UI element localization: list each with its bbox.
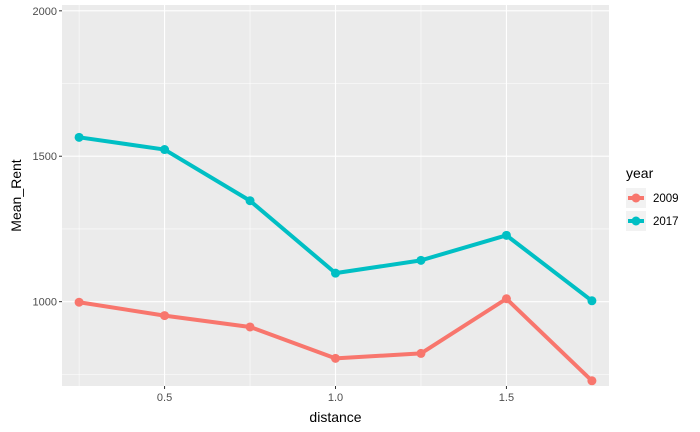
series-layer [74, 132, 597, 386]
legend-key-point [631, 193, 641, 203]
data-point [245, 322, 255, 332]
legend: year 2009 2017 [626, 165, 679, 231]
data-point [331, 268, 340, 278]
series-2009 [74, 294, 597, 386]
data-point [587, 296, 597, 306]
y-tick-label: 1500 [33, 151, 57, 163]
y-tick-label: 1000 [33, 297, 57, 309]
data-point [245, 196, 255, 206]
y-tick-label: 2000 [33, 6, 57, 18]
y-axis-title: Mean_Rent [8, 159, 24, 231]
legend-title: year [626, 165, 654, 181]
data-point [74, 297, 84, 307]
x-tick-label: 1.5 [499, 392, 514, 404]
legend-label: 2009 [653, 193, 679, 205]
data-point [501, 294, 511, 304]
data-point [587, 376, 597, 386]
data-point [331, 353, 340, 363]
x-axis-title: distance [309, 409, 361, 425]
legend-item-2009: 2009 [626, 188, 679, 208]
y-axis: 1000 1500 2000 [33, 6, 62, 309]
legend-items: 2009 2017 [626, 188, 679, 231]
x-axis: 0.5 1.0 1.5 [157, 386, 514, 404]
data-point [501, 230, 511, 240]
x-tick-label: 1.0 [328, 392, 343, 404]
x-tick-label: 0.5 [157, 392, 172, 404]
data-point [160, 311, 170, 321]
legend-item-2017: 2017 [626, 211, 679, 231]
legend-key-point [631, 216, 641, 226]
data-point [416, 255, 426, 265]
series-2017 [74, 132, 597, 306]
data-point [160, 145, 170, 155]
major-gridlines-x [164, 5, 507, 386]
data-point [416, 348, 426, 358]
legend-label: 2017 [653, 216, 679, 228]
data-point [74, 132, 84, 142]
